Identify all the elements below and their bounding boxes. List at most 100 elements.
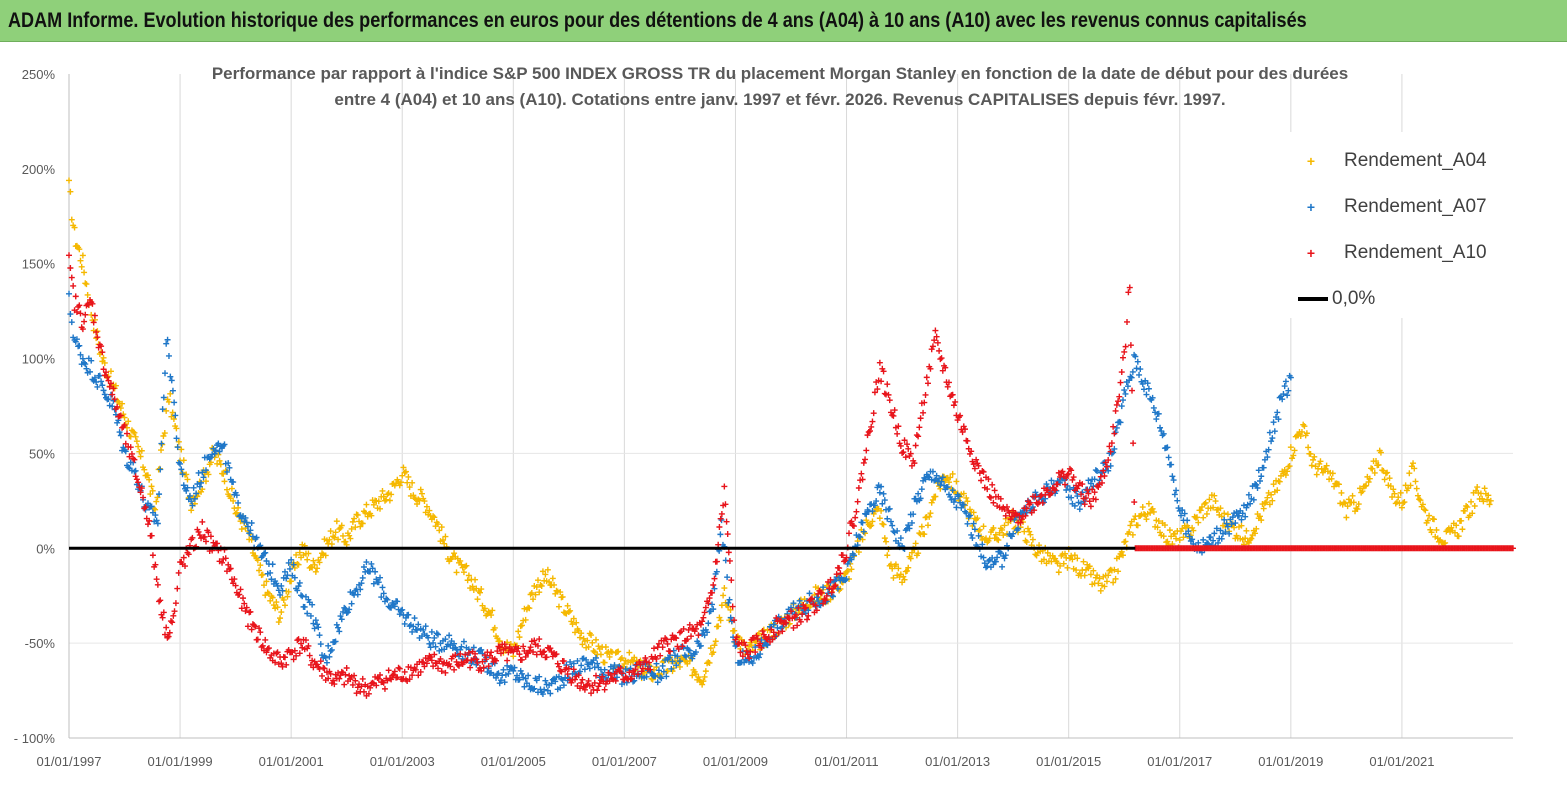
legend-marker-a04: + <box>1306 153 1316 169</box>
data-point <box>170 612 177 619</box>
data-point <box>939 367 946 374</box>
data-point <box>322 654 329 661</box>
data-point <box>369 565 376 572</box>
data-point <box>655 667 662 674</box>
y-tick-label: 200% <box>22 162 56 177</box>
data-point <box>94 383 101 390</box>
data-point <box>1078 491 1085 498</box>
data-point <box>916 424 923 431</box>
data-point <box>960 490 967 497</box>
data-point <box>401 668 408 675</box>
data-point <box>67 311 74 318</box>
data-point <box>207 533 214 540</box>
data-point <box>196 483 203 490</box>
data-point <box>1116 553 1123 560</box>
data-point <box>100 354 107 361</box>
data-point <box>1101 583 1108 590</box>
data-point <box>1384 469 1391 476</box>
data-point <box>886 397 893 404</box>
data-point <box>895 423 902 430</box>
data-point <box>547 645 554 652</box>
data-point <box>1064 564 1071 571</box>
data-point <box>1282 472 1289 479</box>
data-point <box>897 535 904 542</box>
data-point <box>1245 491 1252 498</box>
data-point <box>341 604 348 611</box>
legend-item-a07: + Rendement_A07 <box>1298 192 1487 222</box>
data-point <box>459 655 466 662</box>
data-point <box>1179 507 1186 514</box>
data-point <box>1210 504 1217 511</box>
data-point <box>731 617 738 624</box>
data-point <box>256 567 263 574</box>
data-point <box>180 482 187 489</box>
data-point <box>720 592 727 599</box>
data-point <box>790 624 797 631</box>
data-point <box>1301 423 1308 430</box>
data-point <box>1031 507 1038 514</box>
data-point <box>1510 545 1516 552</box>
data-point <box>198 479 205 486</box>
data-point <box>82 361 89 368</box>
data-point <box>722 501 729 508</box>
data-point <box>442 636 449 643</box>
data-point <box>908 549 915 556</box>
data-point <box>1414 492 1421 499</box>
data-point <box>375 675 382 682</box>
data-point <box>1458 517 1465 524</box>
y-tick-label: -50% <box>25 636 56 651</box>
data-point <box>430 639 437 646</box>
data-point <box>944 484 951 491</box>
data-point <box>261 582 268 589</box>
data-point <box>83 281 90 288</box>
data-point <box>248 536 255 543</box>
data-point <box>315 624 322 631</box>
data-point <box>430 513 437 520</box>
data-point <box>975 462 982 469</box>
data-point <box>944 383 951 390</box>
data-point <box>726 557 733 564</box>
data-point <box>388 491 395 498</box>
data-point <box>99 349 106 356</box>
data-point <box>263 649 270 656</box>
data-point <box>430 663 437 670</box>
data-point <box>510 667 517 674</box>
data-point <box>966 506 973 513</box>
x-tick-label: 01/01/2021 <box>1369 754 1434 769</box>
data-point <box>812 602 819 609</box>
data-point <box>1161 522 1168 529</box>
data-point <box>1023 505 1030 512</box>
data-point <box>686 621 693 628</box>
data-point <box>199 469 206 476</box>
data-point <box>727 614 734 621</box>
data-point <box>1124 318 1131 325</box>
data-point <box>90 319 97 326</box>
data-point <box>178 466 185 473</box>
data-point <box>1468 498 1475 505</box>
data-point <box>908 519 915 526</box>
data-point <box>912 540 919 547</box>
data-point <box>437 655 444 662</box>
data-point <box>1111 445 1118 452</box>
data-point <box>542 571 549 578</box>
data-point <box>230 497 237 504</box>
data-point <box>1131 516 1138 523</box>
data-point <box>1461 507 1468 514</box>
data-point <box>202 538 209 545</box>
data-point <box>680 625 687 632</box>
data-point <box>1166 527 1173 534</box>
data-point <box>164 336 171 343</box>
data-point <box>725 599 732 606</box>
data-point <box>525 650 532 657</box>
data-point <box>447 663 454 670</box>
data-point <box>124 430 131 437</box>
data-point <box>628 675 635 682</box>
data-point <box>160 394 167 401</box>
data-point <box>716 614 723 621</box>
data-point <box>1137 512 1144 519</box>
data-point <box>539 649 546 656</box>
data-point <box>163 340 170 347</box>
data-point <box>1091 489 1098 496</box>
data-point <box>1058 469 1065 476</box>
data-point <box>199 518 206 525</box>
